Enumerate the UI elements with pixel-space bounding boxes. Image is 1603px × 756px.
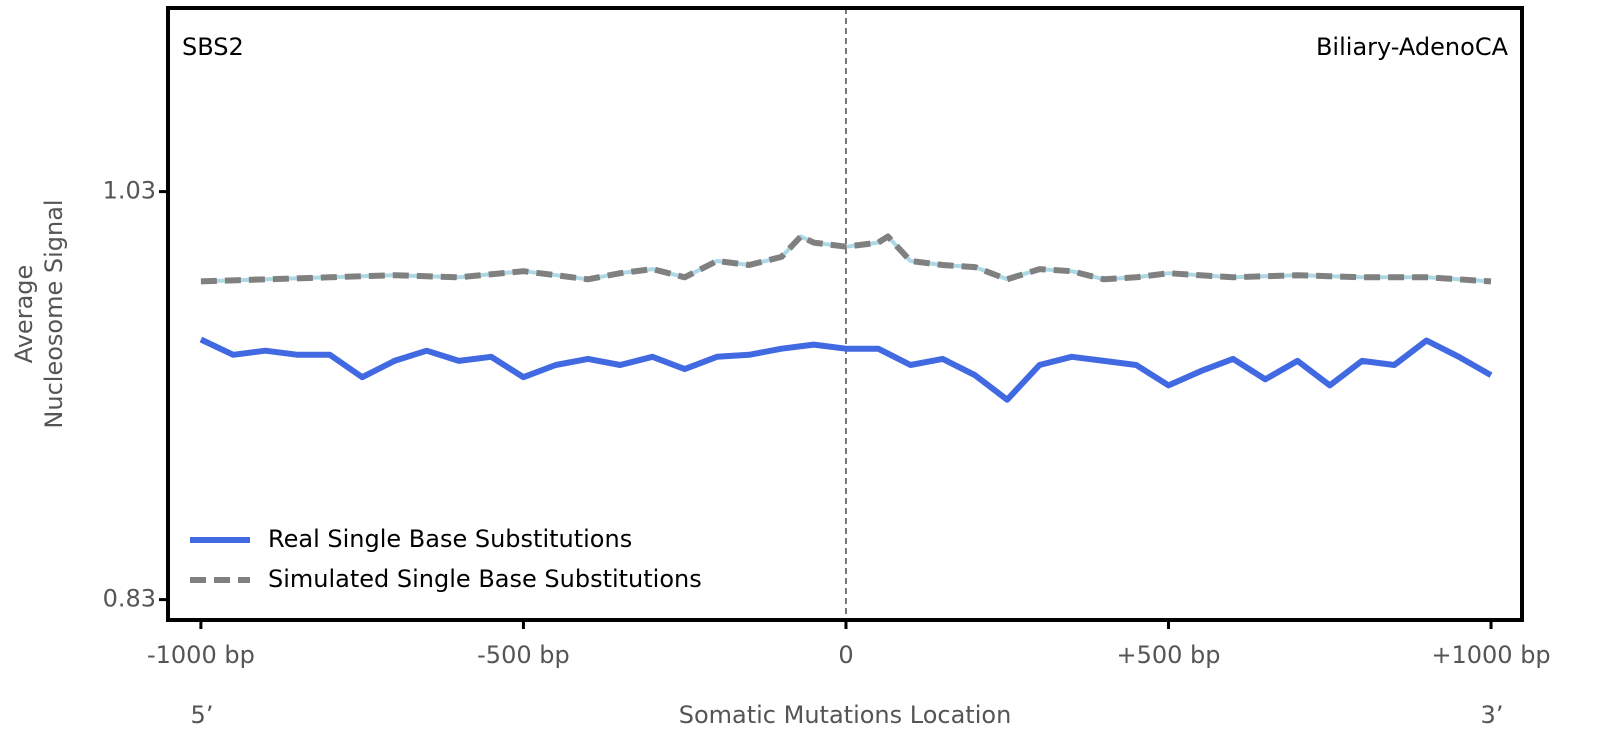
- x-end-label: 3’: [1481, 701, 1504, 729]
- y-axis-label: Average: [10, 265, 38, 364]
- x-tick-label: -1000 bp: [147, 641, 255, 669]
- legend-label: Real Single Base Substitutions: [268, 525, 632, 553]
- x-tick-label: +500 bp: [1116, 641, 1220, 669]
- x-tick-label: +1000 bp: [1431, 641, 1550, 669]
- line: [199, 336, 1493, 403]
- annotation: SBS2: [182, 33, 244, 61]
- y-tick-label: 1.03: [103, 177, 156, 205]
- x-tick-label: 0: [838, 641, 853, 669]
- x-tick-label: -500 bp: [477, 641, 570, 669]
- plot-frame: [166, 6, 1524, 622]
- y-axis-label: Nucleosome Signal: [40, 199, 68, 428]
- x-axis-label: Somatic Mutations Location: [679, 701, 1012, 729]
- legend-label: Simulated Single Base Substitutions: [268, 565, 702, 593]
- annotation: Biliary-AdenoCA: [1316, 33, 1509, 61]
- x-end-label: 5’: [191, 701, 214, 729]
- line: [200, 233, 1492, 285]
- y-tick-label: 0.83: [103, 585, 156, 613]
